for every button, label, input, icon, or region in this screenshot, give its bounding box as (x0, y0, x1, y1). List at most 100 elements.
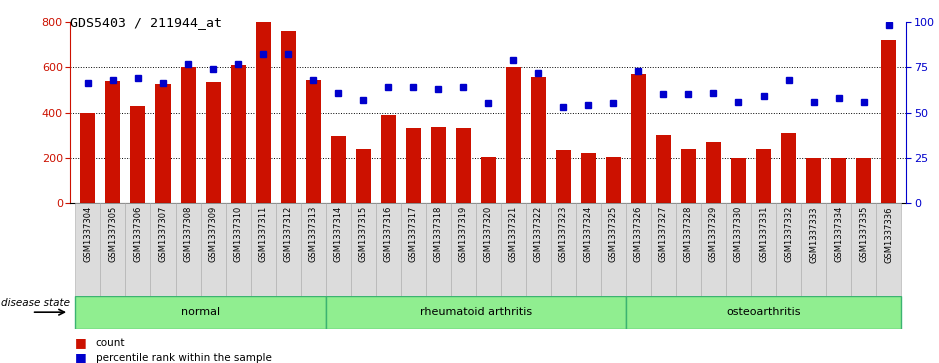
Bar (225, 203, 251, 296)
Bar (806, 158, 821, 203)
Bar (350, 203, 376, 296)
Bar (276, 203, 300, 296)
Bar (676, 203, 700, 296)
Bar (431, 127, 446, 203)
Bar (401, 203, 425, 296)
Text: GSM1337329: GSM1337329 (709, 206, 718, 262)
Text: rheumatoid arthritis: rheumatoid arthritis (420, 307, 531, 317)
Text: GSM1337309: GSM1337309 (208, 206, 218, 262)
Text: GSM1337307: GSM1337307 (159, 206, 167, 262)
Bar (156, 84, 171, 203)
Bar (131, 106, 146, 203)
Text: GSM1337316: GSM1337316 (384, 206, 393, 262)
Bar (576, 203, 601, 296)
Bar (376, 203, 401, 296)
Bar (206, 82, 221, 203)
Text: GSM1337327: GSM1337327 (659, 206, 668, 262)
Bar (651, 203, 676, 296)
Text: percentile rank within the sample: percentile rank within the sample (96, 352, 271, 363)
Text: GSM1337313: GSM1337313 (309, 206, 317, 262)
Text: GSM1337334: GSM1337334 (834, 206, 843, 262)
Bar (380, 115, 395, 203)
Bar (231, 65, 246, 203)
Text: GSM1337311: GSM1337311 (258, 206, 268, 262)
Bar (631, 74, 646, 203)
Bar (126, 203, 150, 296)
Text: GSM1337335: GSM1337335 (859, 206, 868, 262)
Bar (601, 203, 626, 296)
Bar (176, 203, 201, 296)
Bar (706, 142, 721, 203)
Bar (105, 81, 120, 203)
Bar (656, 135, 671, 203)
Text: GSM1337320: GSM1337320 (484, 206, 493, 262)
Bar (776, 203, 801, 296)
Text: GSM1337324: GSM1337324 (584, 206, 593, 262)
Bar (731, 158, 746, 203)
Bar (606, 157, 621, 203)
Bar (856, 158, 871, 203)
Bar (180, 67, 195, 203)
Text: ■: ■ (75, 337, 87, 350)
Text: GSM1337328: GSM1337328 (684, 206, 693, 262)
Text: GSM1337306: GSM1337306 (133, 206, 143, 262)
Bar (506, 67, 521, 203)
Bar (700, 203, 726, 296)
Text: GSM1337321: GSM1337321 (509, 206, 517, 262)
Text: GSM1337325: GSM1337325 (608, 206, 618, 262)
Bar (556, 150, 571, 203)
Bar (81, 113, 96, 203)
Bar (326, 296, 626, 329)
Bar (281, 31, 296, 203)
Bar (476, 203, 500, 296)
Bar (425, 203, 451, 296)
Bar (255, 22, 270, 203)
Text: GSM1337326: GSM1337326 (634, 206, 643, 262)
Text: GSM1337314: GSM1337314 (333, 206, 343, 262)
Text: GSM1337332: GSM1337332 (784, 206, 793, 262)
Bar (781, 133, 796, 203)
Bar (75, 203, 100, 296)
Text: normal: normal (181, 307, 220, 317)
Bar (500, 203, 526, 296)
Text: GSM1337317: GSM1337317 (408, 206, 418, 262)
Text: GSM1337333: GSM1337333 (809, 206, 818, 262)
Bar (75, 296, 326, 329)
Text: GSM1337330: GSM1337330 (734, 206, 743, 262)
Bar (406, 129, 421, 203)
Bar (726, 203, 751, 296)
Bar (251, 203, 276, 296)
Bar (451, 203, 476, 296)
Bar (201, 203, 225, 296)
Bar (581, 153, 596, 203)
Text: GSM1337308: GSM1337308 (183, 206, 192, 262)
Text: GSM1337322: GSM1337322 (534, 206, 543, 262)
Bar (881, 40, 896, 203)
Text: GSM1337323: GSM1337323 (559, 206, 568, 262)
Bar (751, 203, 776, 296)
Bar (326, 203, 350, 296)
Bar (626, 296, 901, 329)
Bar (531, 77, 546, 203)
Bar (681, 149, 696, 203)
Bar (150, 203, 176, 296)
Bar (756, 149, 771, 203)
Bar (331, 136, 346, 203)
Bar (801, 203, 826, 296)
Bar (526, 203, 551, 296)
Text: GSM1337336: GSM1337336 (885, 206, 893, 262)
Text: GSM1337315: GSM1337315 (359, 206, 368, 262)
Text: GSM1337305: GSM1337305 (109, 206, 117, 262)
Text: GSM1337304: GSM1337304 (84, 206, 92, 262)
Text: GDS5403 / 211944_at: GDS5403 / 211944_at (70, 16, 223, 29)
Bar (851, 203, 876, 296)
Bar (626, 203, 651, 296)
Bar (300, 203, 326, 296)
Bar (481, 157, 496, 203)
Text: GSM1337319: GSM1337319 (459, 206, 468, 262)
Bar (551, 203, 576, 296)
Text: osteoarthritis: osteoarthritis (726, 307, 801, 317)
Text: GSM1337312: GSM1337312 (284, 206, 293, 262)
Bar (356, 149, 371, 203)
Text: GSM1337310: GSM1337310 (234, 206, 242, 262)
